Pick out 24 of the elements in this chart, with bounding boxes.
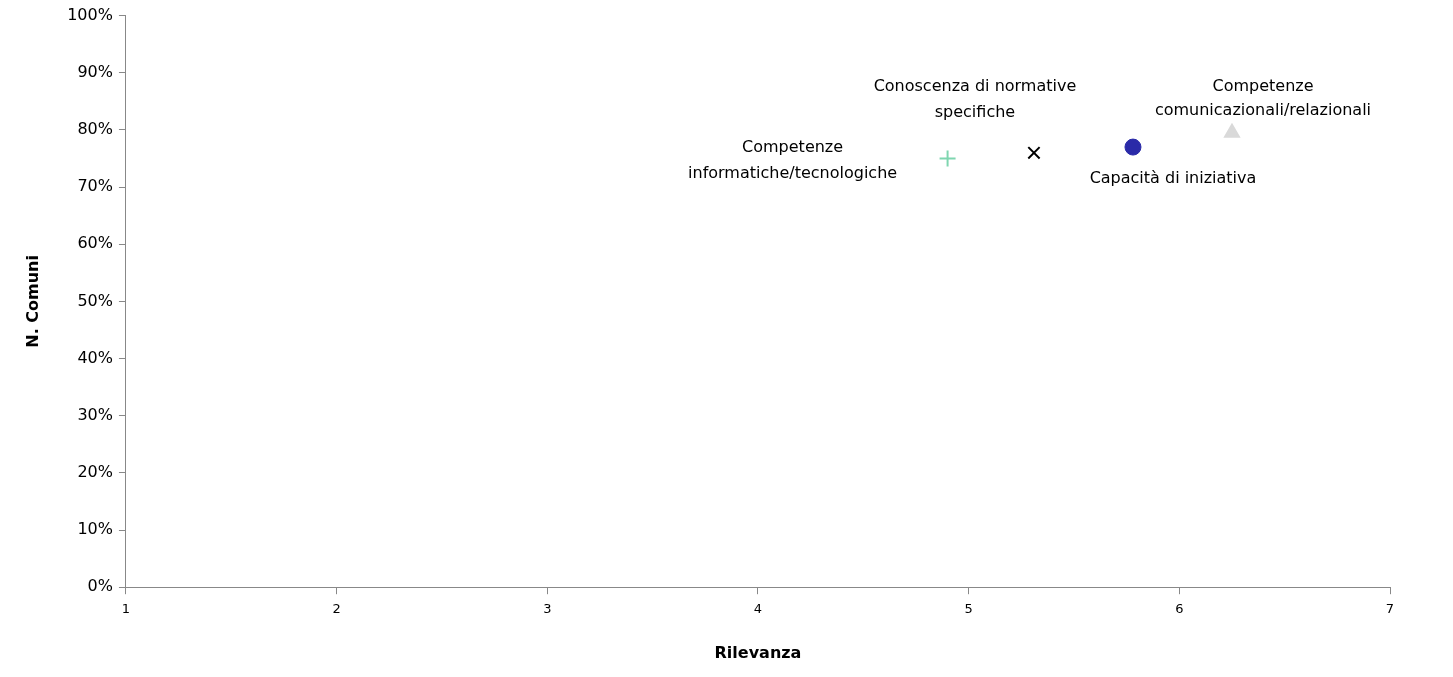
y-tick-label: 10% xyxy=(77,519,113,539)
y-tick-label: 20% xyxy=(77,462,113,482)
y-axis-title: N. Comuni xyxy=(22,255,42,348)
text: Competenze informatiche/tecnologiche xyxy=(688,136,898,182)
y-tick-label: 50% xyxy=(77,290,113,310)
y-tick-label: 40% xyxy=(77,347,113,367)
x-tick-label: 4 xyxy=(753,601,763,617)
text: Capacità di iniziativa xyxy=(1089,168,1257,188)
x-axis-title: Rilevanza xyxy=(714,642,802,662)
x-tick-label: 1 xyxy=(121,601,131,617)
x-tick-label: 6 xyxy=(1175,601,1184,617)
y-tick-label: 60% xyxy=(77,233,113,253)
text: Conoscenza di normative specifiche xyxy=(873,75,1077,121)
y-tick-label: 100% xyxy=(67,4,113,24)
x-tick-label: 2 xyxy=(332,601,341,617)
y-tick-label: 80% xyxy=(77,119,113,139)
y-tick-label: 70% xyxy=(77,176,113,196)
x-tick-label: 3 xyxy=(543,601,552,617)
y-tick-label: 0% xyxy=(87,576,113,596)
text: Competenze comunicazionali/relazionali xyxy=(1154,75,1372,119)
y-tick-label: 90% xyxy=(77,61,113,81)
y-tick-label: 30% xyxy=(77,404,113,424)
x-tick-label: 7 xyxy=(1385,601,1395,617)
x-tick-label: 5 xyxy=(964,601,973,617)
